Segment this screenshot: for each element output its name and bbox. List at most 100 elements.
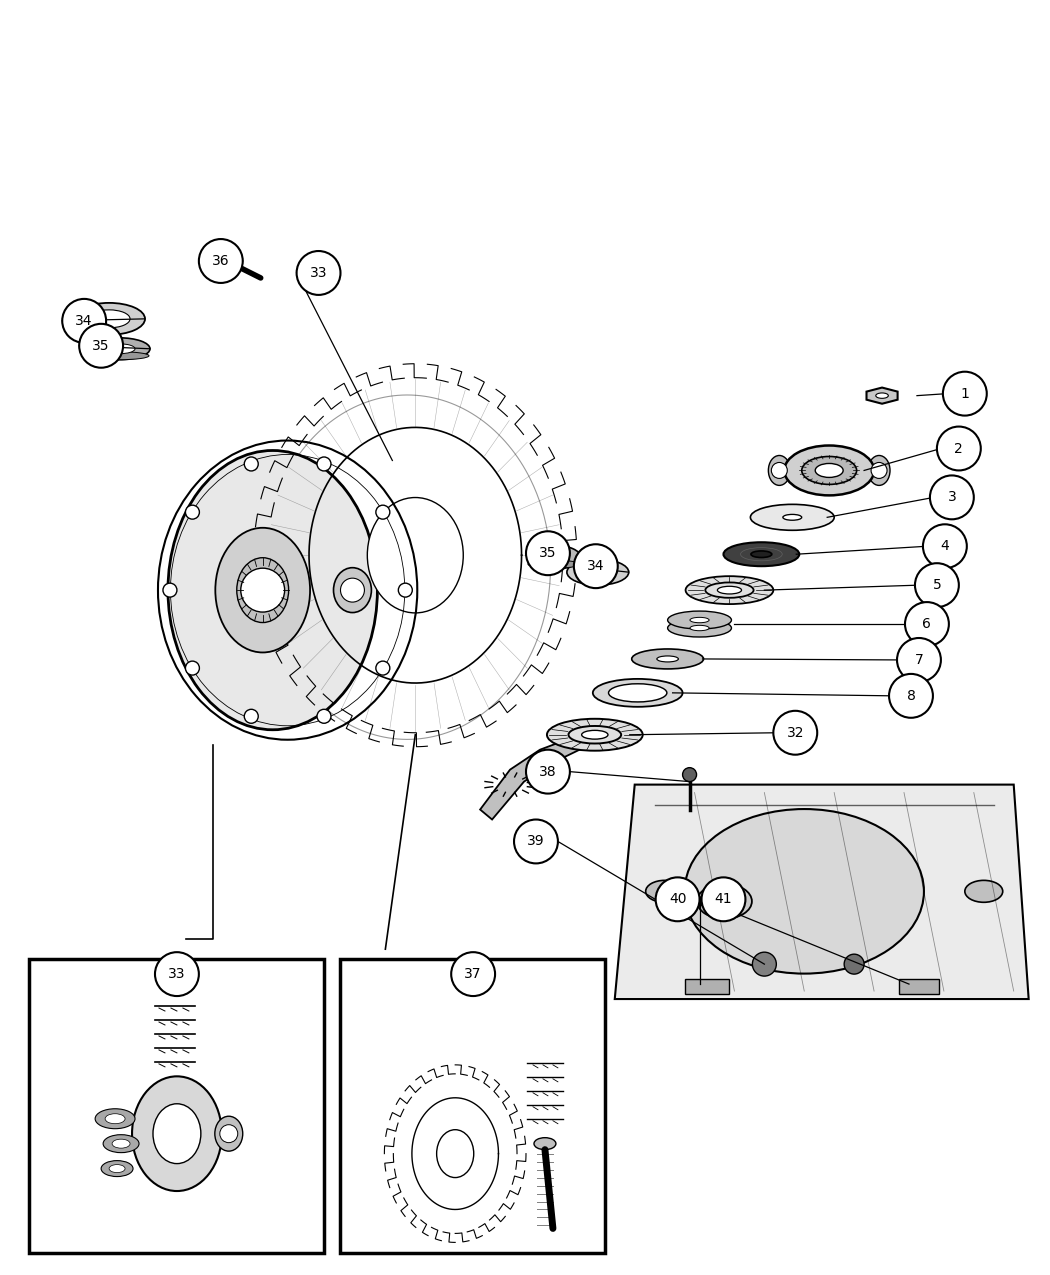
Ellipse shape bbox=[88, 310, 130, 328]
Circle shape bbox=[214, 251, 228, 265]
Ellipse shape bbox=[105, 1114, 125, 1123]
Circle shape bbox=[574, 544, 617, 588]
Ellipse shape bbox=[646, 880, 684, 903]
Ellipse shape bbox=[437, 1130, 474, 1178]
Ellipse shape bbox=[153, 1104, 201, 1164]
Circle shape bbox=[943, 372, 987, 416]
Ellipse shape bbox=[109, 1164, 125, 1173]
Text: 4: 4 bbox=[941, 539, 949, 553]
Ellipse shape bbox=[88, 338, 150, 360]
Bar bbox=[899, 979, 939, 995]
Ellipse shape bbox=[815, 463, 843, 477]
Circle shape bbox=[701, 877, 746, 922]
Ellipse shape bbox=[96, 1109, 135, 1128]
Ellipse shape bbox=[334, 567, 372, 612]
Ellipse shape bbox=[685, 810, 924, 974]
Circle shape bbox=[376, 505, 390, 519]
Circle shape bbox=[452, 952, 496, 996]
Ellipse shape bbox=[697, 884, 752, 919]
Text: 6: 6 bbox=[923, 617, 931, 631]
Ellipse shape bbox=[686, 576, 774, 604]
Text: 35: 35 bbox=[540, 546, 557, 560]
Circle shape bbox=[655, 877, 699, 922]
Text: 7: 7 bbox=[915, 653, 923, 667]
Text: 35: 35 bbox=[92, 339, 110, 353]
Circle shape bbox=[526, 750, 570, 793]
Circle shape bbox=[753, 952, 776, 977]
Circle shape bbox=[889, 674, 932, 718]
Polygon shape bbox=[480, 734, 590, 820]
Circle shape bbox=[772, 463, 788, 478]
Text: 40: 40 bbox=[669, 892, 687, 907]
Ellipse shape bbox=[717, 586, 741, 594]
Ellipse shape bbox=[783, 514, 802, 520]
Circle shape bbox=[930, 476, 973, 519]
Ellipse shape bbox=[567, 560, 629, 585]
Ellipse shape bbox=[751, 551, 772, 557]
Ellipse shape bbox=[580, 565, 615, 579]
Ellipse shape bbox=[132, 1076, 222, 1191]
Ellipse shape bbox=[609, 683, 667, 703]
Circle shape bbox=[198, 238, 243, 283]
Text: 41: 41 bbox=[715, 892, 732, 907]
Polygon shape bbox=[866, 388, 898, 404]
Text: 32: 32 bbox=[786, 725, 804, 739]
Ellipse shape bbox=[802, 456, 857, 484]
Circle shape bbox=[245, 456, 258, 470]
Circle shape bbox=[245, 709, 258, 723]
Circle shape bbox=[296, 251, 340, 295]
Text: 37: 37 bbox=[464, 968, 482, 980]
Text: 8: 8 bbox=[906, 688, 916, 703]
Ellipse shape bbox=[965, 880, 1003, 903]
Ellipse shape bbox=[668, 620, 732, 638]
Ellipse shape bbox=[547, 719, 643, 751]
Circle shape bbox=[872, 463, 887, 478]
Ellipse shape bbox=[215, 528, 310, 653]
Text: 3: 3 bbox=[947, 491, 957, 505]
Circle shape bbox=[155, 952, 198, 996]
Circle shape bbox=[317, 709, 331, 723]
Ellipse shape bbox=[534, 1137, 555, 1150]
Circle shape bbox=[163, 583, 176, 597]
Polygon shape bbox=[614, 784, 1029, 1000]
Circle shape bbox=[219, 1125, 237, 1142]
Ellipse shape bbox=[582, 731, 608, 739]
Ellipse shape bbox=[769, 455, 791, 486]
Ellipse shape bbox=[784, 445, 874, 496]
Ellipse shape bbox=[690, 625, 709, 631]
Text: 38: 38 bbox=[539, 765, 556, 779]
Circle shape bbox=[897, 638, 941, 682]
Ellipse shape bbox=[690, 617, 709, 622]
Ellipse shape bbox=[101, 1160, 133, 1177]
Ellipse shape bbox=[168, 450, 377, 729]
Text: 5: 5 bbox=[932, 578, 941, 592]
Text: 2: 2 bbox=[954, 441, 963, 455]
Circle shape bbox=[682, 768, 696, 782]
Bar bbox=[29, 959, 323, 1253]
Text: 33: 33 bbox=[168, 968, 186, 980]
Ellipse shape bbox=[668, 611, 732, 629]
Circle shape bbox=[937, 427, 981, 470]
Text: 34: 34 bbox=[76, 314, 92, 328]
Ellipse shape bbox=[751, 505, 834, 530]
Circle shape bbox=[526, 532, 570, 575]
Text: 33: 33 bbox=[310, 266, 328, 280]
Circle shape bbox=[240, 569, 285, 612]
Circle shape bbox=[376, 662, 390, 674]
Bar bbox=[340, 959, 605, 1253]
Bar bbox=[685, 979, 730, 995]
Circle shape bbox=[923, 524, 967, 569]
Ellipse shape bbox=[236, 557, 289, 622]
Ellipse shape bbox=[112, 1139, 130, 1149]
Circle shape bbox=[79, 324, 123, 367]
Circle shape bbox=[317, 456, 331, 470]
Ellipse shape bbox=[89, 352, 149, 360]
Ellipse shape bbox=[657, 655, 678, 662]
Ellipse shape bbox=[723, 542, 799, 566]
Text: 39: 39 bbox=[527, 834, 545, 848]
Text: 36: 36 bbox=[212, 254, 230, 268]
Ellipse shape bbox=[868, 455, 890, 486]
Ellipse shape bbox=[540, 552, 568, 562]
Circle shape bbox=[844, 954, 864, 974]
Ellipse shape bbox=[368, 497, 463, 613]
